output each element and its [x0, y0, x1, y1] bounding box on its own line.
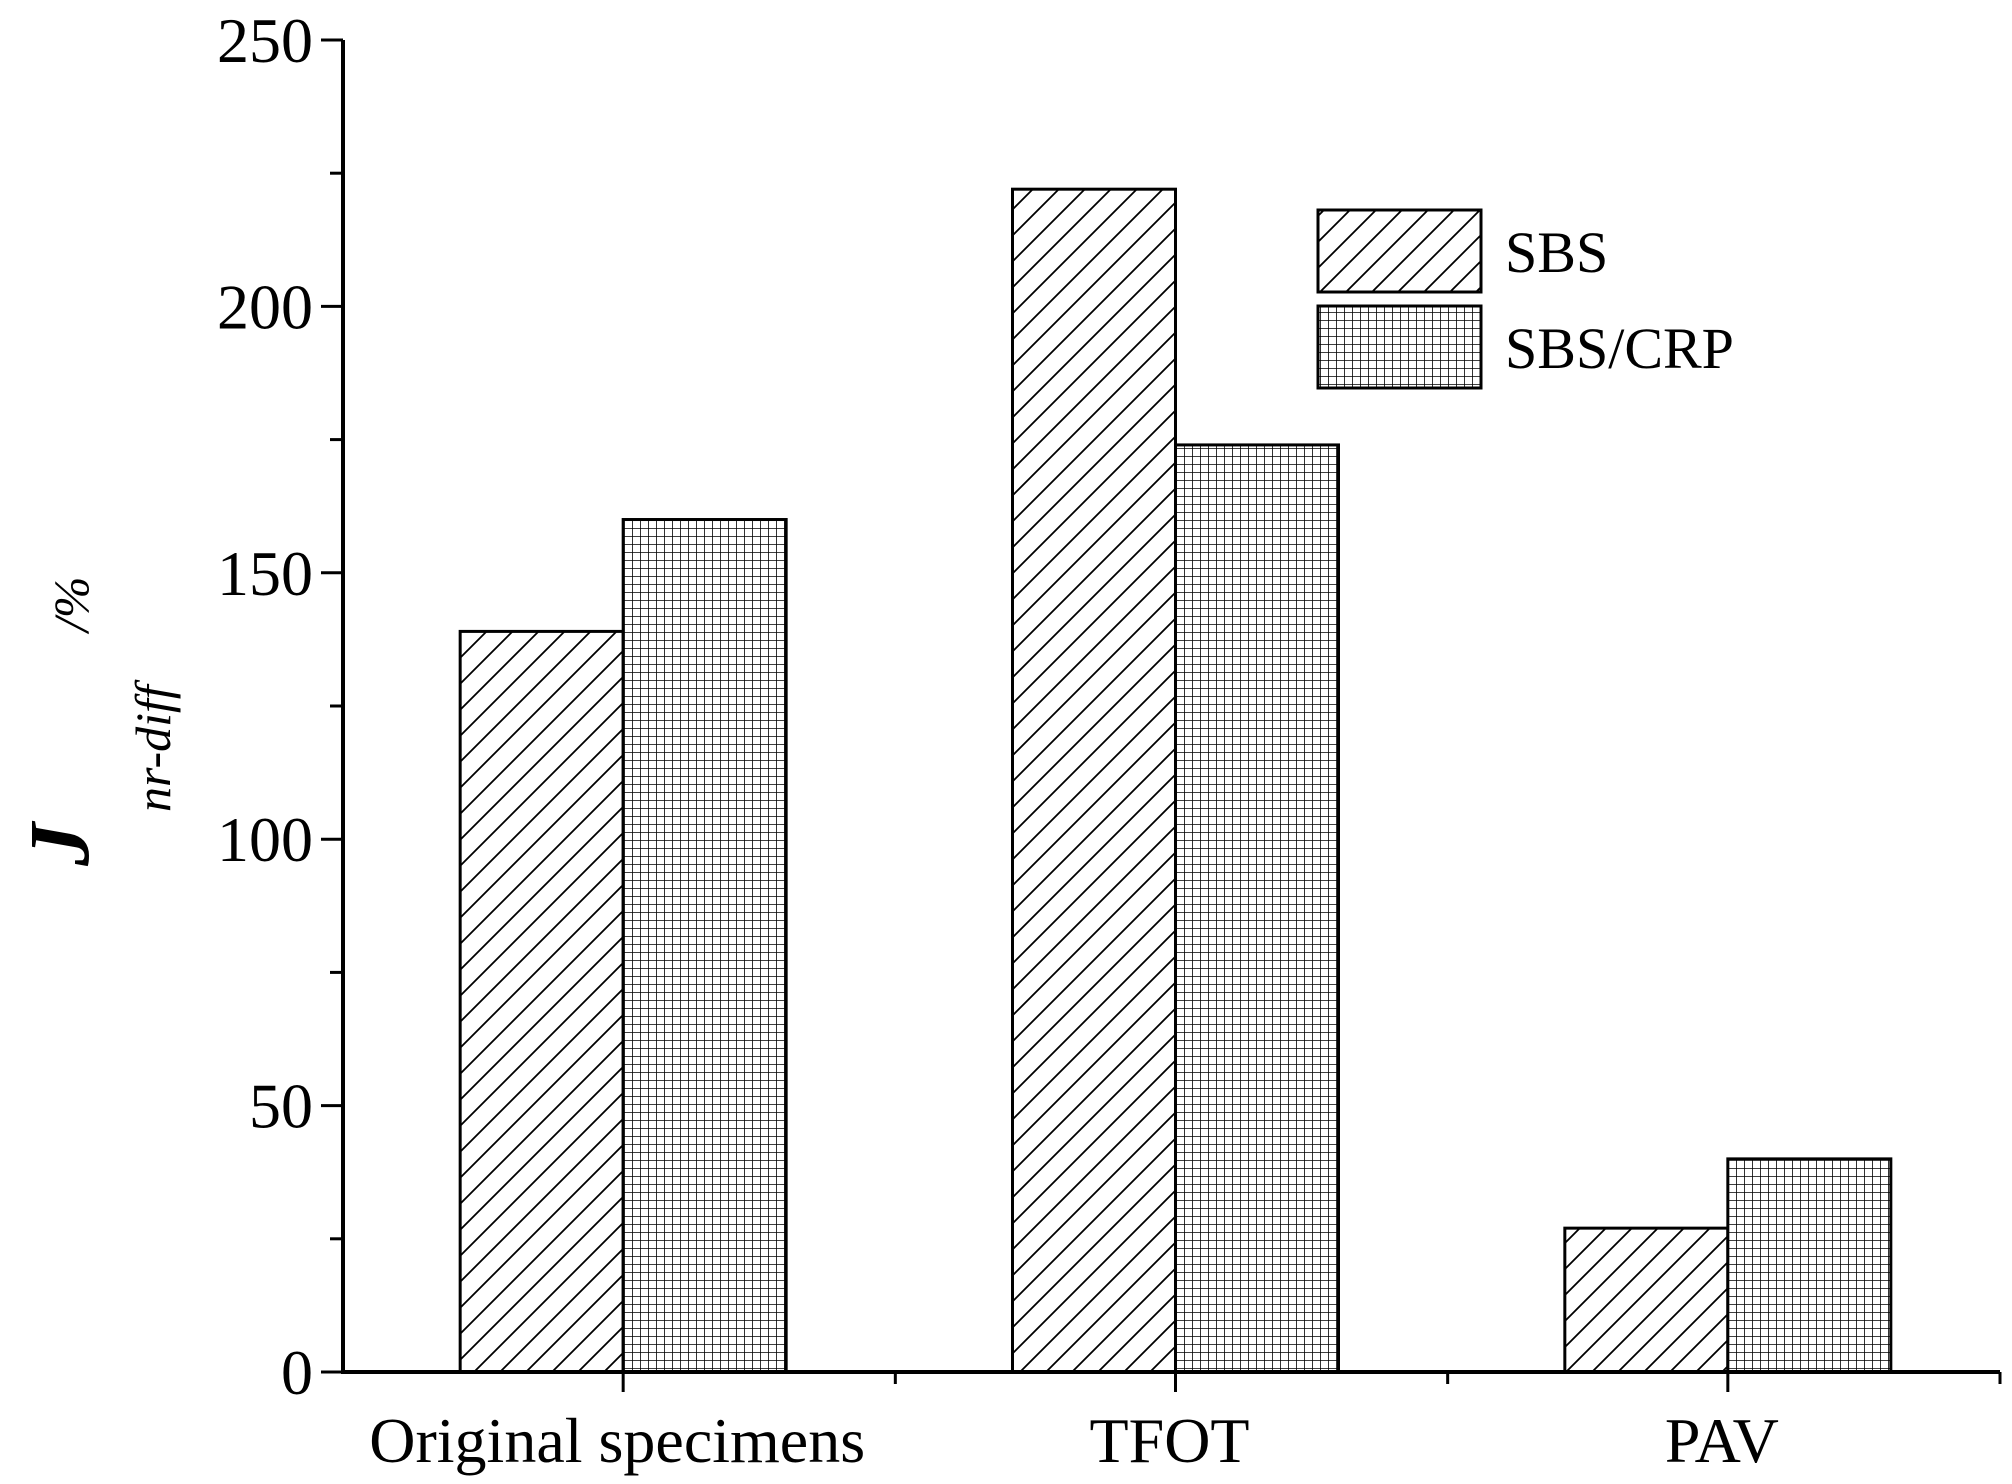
y-axis-label: J nr-diff /%	[11, 576, 181, 867]
axes-layer: 0 50 100 150 200 250 Original specimens TFOT PAV	[217, 5, 2002, 1476]
legend-swatch	[1316, 208, 1483, 294]
y-tick-label: 250	[217, 5, 313, 76]
bar-sbs-crp-pav	[1726, 1157, 1893, 1374]
y-tick-label: 50	[249, 1071, 313, 1142]
bar-sbs-tfot	[1011, 187, 1177, 1374]
legend-label: SBS/CRP	[1505, 316, 1734, 381]
legend-label: SBS	[1505, 220, 1608, 285]
bar-sbs-pav	[1563, 1226, 1730, 1374]
bar-sbs-crp-tfot	[1174, 443, 1340, 1374]
legend: SBS SBS/CRP	[1316, 208, 1734, 390]
y-tick-label: 0	[281, 1337, 313, 1408]
x-tick-label: Original specimens	[369, 1405, 865, 1476]
legend-swatch	[1316, 304, 1483, 390]
y-axis-label-superscript: /%	[43, 576, 99, 635]
y-tick-label: 100	[217, 804, 313, 875]
bar-sbs-original-specimens	[458, 629, 625, 1374]
y-tick-label: 200	[217, 271, 313, 342]
bars-layer	[458, 187, 1893, 1374]
y-axis-label-subscript: nr-diff	[125, 679, 181, 812]
y-axis-label-main: J	[11, 820, 107, 867]
x-tick-label: PAV	[1665, 1405, 1779, 1476]
y-tick-label: 150	[217, 538, 313, 609]
bar-sbs-crp-original-specimens	[621, 518, 788, 1374]
x-tick-label: TFOT	[1090, 1405, 1250, 1476]
